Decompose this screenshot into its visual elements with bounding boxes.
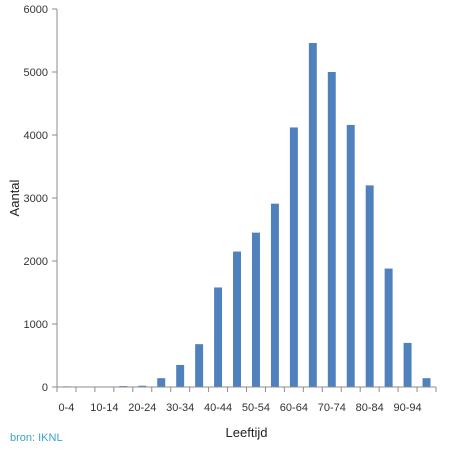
- x-tick-label: 60-64: [280, 402, 308, 414]
- bars-group: [62, 43, 431, 388]
- bar-25-29: [157, 378, 166, 387]
- y-tick-label: 0: [42, 382, 48, 394]
- bar-95+: [422, 378, 431, 387]
- bar-20-24: [138, 385, 147, 387]
- bar-45-49: [233, 251, 242, 387]
- x-tick-label: 50-54: [242, 402, 270, 414]
- bar-55-59: [270, 203, 279, 387]
- x-axis-ticks: 0-4 10-14 20-24 30-34 40-44 50-54 60-64 70-74 80…: [56, 387, 437, 414]
- bar-90-94: [403, 342, 412, 387]
- x-axis-title: Leeftijd: [226, 425, 268, 440]
- bar-65-69: [308, 43, 317, 388]
- x-tick-label: 40-44: [204, 402, 232, 414]
- bar-50-54: [251, 232, 260, 387]
- x-tick-label: 70-74: [318, 402, 346, 414]
- x-tick-label: 0-4: [59, 402, 75, 414]
- source-label: bron: IKNL: [10, 432, 63, 444]
- x-tick-label: 10-14: [90, 402, 118, 414]
- y-tick-label: 6000: [24, 4, 48, 16]
- x-tick-label: 20-24: [128, 402, 156, 414]
- bar-70-74: [327, 72, 336, 387]
- y-tick-label: 3000: [24, 193, 48, 205]
- x-tick-label: 80-84: [356, 402, 384, 414]
- bar-60-64: [289, 127, 298, 387]
- x-tick-label: 90-94: [394, 402, 422, 414]
- y-tick-label: 1000: [24, 319, 48, 331]
- y-axis-ticks: 0 1000 2000 3000 4000 5000 6000: [24, 4, 57, 394]
- bar-75-79: [346, 124, 355, 388]
- x-tick-label: 30-34: [166, 402, 194, 414]
- y-tick-label: 2000: [24, 256, 48, 268]
- bar-85-89: [384, 268, 393, 387]
- y-axis-title: Aantal: [7, 179, 22, 216]
- bar-35-39: [195, 344, 204, 387]
- bar-80-84: [365, 185, 374, 387]
- bar-40-44: [214, 287, 223, 387]
- y-tick-label: 4000: [24, 130, 48, 142]
- axes: [56, 9, 436, 388]
- bar-30-34: [176, 364, 185, 387]
- y-tick-label: 5000: [24, 67, 48, 79]
